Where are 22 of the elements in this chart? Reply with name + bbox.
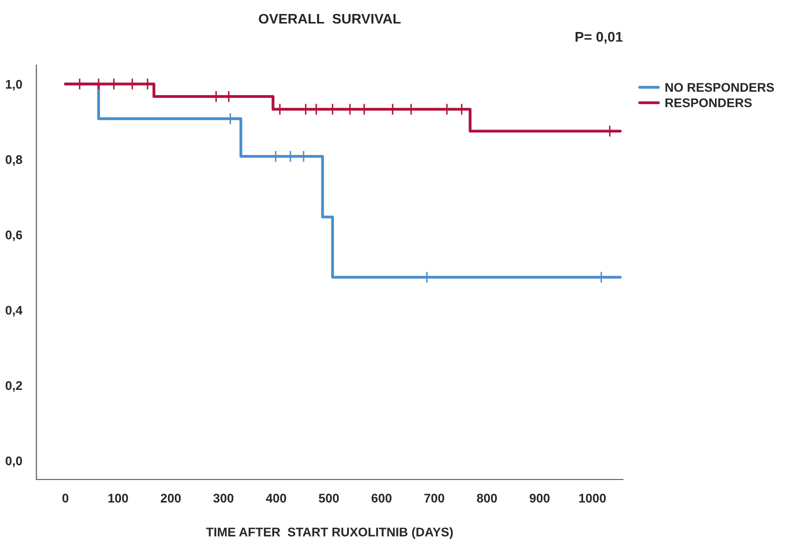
x-tick-label: 300 (213, 494, 234, 503)
x-tick-label: 0 (62, 494, 68, 503)
y-tick-label: 0,0 (6, 456, 22, 468)
x-tick-label: 900 (530, 494, 550, 503)
y-tick-label: 0,8 (6, 155, 22, 166)
x-tick-label: 700 (424, 494, 444, 503)
x-axis-title: TIME AFTER START RUXOLITNIB (DAYS) (206, 527, 453, 539)
x-tick-label: 1000 (579, 494, 606, 503)
chart-title: OVERALL SURVIVAL (258, 14, 401, 24)
y-tick-label: 1,0 (6, 80, 22, 91)
x-tick-label: 500 (318, 494, 339, 503)
x-tick-label: 100 (108, 494, 128, 503)
x-tick-label: 400 (266, 494, 286, 503)
x-tick-label: 200 (160, 494, 181, 503)
text: P= 0,01 (576, 32, 623, 44)
y-tick-label: 0,2 (6, 381, 22, 392)
y-tick-label: 0,6 (6, 230, 22, 242)
x-tick-label: 600 (372, 494, 392, 503)
legend-label: NO RESPONDERS (665, 82, 774, 92)
y-tick-label: 0,4 (6, 306, 22, 316)
x-tick-label: 800 (476, 494, 497, 503)
legend-label: RESPONDERS (665, 98, 752, 108)
